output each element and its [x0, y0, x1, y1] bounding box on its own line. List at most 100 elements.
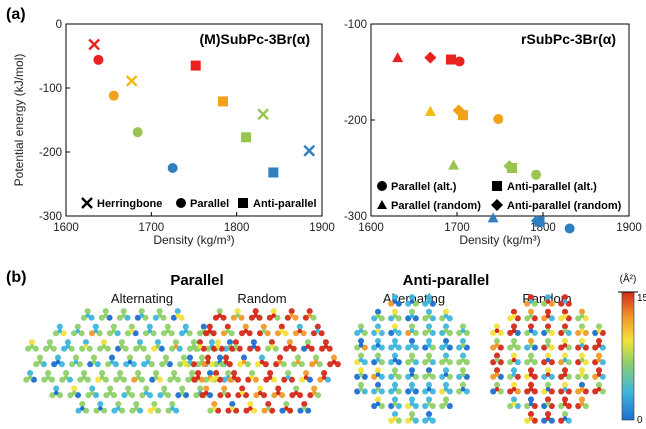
chart-title: rSubPc-3Br(α) — [521, 31, 616, 47]
molecule — [105, 354, 119, 368]
molecule — [309, 354, 323, 368]
data-point-circle — [132, 127, 143, 138]
legend-marker-square — [492, 181, 502, 191]
x-axis-label: Density (kg/m³) — [153, 233, 234, 247]
molecule — [524, 308, 538, 322]
molecule — [405, 294, 419, 307]
legend-marker-circle — [176, 198, 186, 208]
data-point-square — [241, 132, 252, 143]
molecule — [67, 385, 82, 399]
molecule — [284, 308, 299, 321]
molecule — [558, 308, 572, 322]
molecule — [490, 381, 504, 395]
y-tick-label: -100 — [39, 83, 62, 95]
molecule — [541, 381, 555, 395]
molecule — [558, 381, 572, 395]
molecule — [524, 381, 538, 395]
molecule — [255, 354, 269, 368]
molecule — [41, 370, 55, 383]
legend-label: Anti-parallel (random) — [507, 200, 622, 212]
molecule — [227, 370, 241, 383]
data-point-square — [190, 60, 201, 71]
molecule — [371, 396, 385, 410]
chart-rsubpc: rSubPc-3Br(α) 1600 1700 1800 1900-100-200-3… — [344, 19, 642, 247]
molecule — [439, 381, 453, 395]
data-point-triangle — [487, 212, 499, 223]
molecule — [302, 308, 317, 321]
legend-label: Parallel (alt.) — [391, 181, 457, 193]
molecule — [524, 337, 538, 351]
molecule — [371, 367, 385, 380]
molecule — [245, 370, 259, 383]
data-point-x — [257, 108, 269, 121]
data-point-triangle — [424, 105, 436, 116]
molecule — [159, 354, 173, 368]
molecule — [98, 308, 113, 321]
molecule — [422, 323, 436, 336]
molecule — [193, 339, 207, 352]
molecule — [541, 308, 555, 322]
molecule — [422, 308, 436, 322]
molecule — [592, 367, 606, 380]
molecule — [354, 352, 368, 366]
molecule — [388, 294, 402, 307]
molecule — [388, 411, 402, 424]
molecule — [439, 323, 453, 336]
molecule — [371, 323, 385, 336]
molecule — [490, 337, 504, 351]
molecule — [558, 367, 572, 380]
molecule — [558, 323, 572, 336]
molecule — [422, 337, 436, 351]
molecule — [261, 401, 276, 414]
data-point-square — [458, 110, 469, 121]
molecule — [524, 294, 538, 307]
molecule — [59, 370, 73, 383]
molecule — [575, 396, 589, 410]
legend-label: Parallel (random) — [391, 200, 481, 212]
molecule — [507, 337, 521, 351]
molecule — [85, 385, 100, 399]
molecule — [354, 337, 368, 351]
molecule — [116, 308, 131, 321]
data-point-x — [88, 38, 101, 51]
data-point-x — [125, 75, 138, 87]
molecule — [558, 396, 572, 410]
molecule — [95, 370, 109, 383]
molecule — [490, 352, 504, 366]
molecule — [230, 308, 245, 321]
molecule — [191, 370, 205, 383]
molecule — [149, 370, 163, 383]
molecule — [141, 354, 155, 368]
panel-a-label: (a) — [6, 6, 26, 23]
molecule — [575, 337, 589, 351]
molecule — [592, 337, 606, 351]
colorbar-unit: (Å²) — [620, 272, 637, 285]
molecule — [52, 323, 67, 337]
molecule — [274, 323, 289, 337]
molecule — [212, 308, 227, 321]
molecule — [87, 354, 101, 368]
molecule — [371, 381, 385, 395]
data-point-circle — [108, 90, 119, 101]
molecule — [165, 401, 180, 414]
y-tick-label: -200 — [39, 147, 62, 159]
molecule — [121, 385, 136, 399]
molecule — [196, 323, 211, 337]
molecule — [541, 337, 555, 351]
molecule — [422, 294, 436, 307]
molecule — [507, 381, 521, 395]
molecule — [310, 323, 325, 337]
molecule — [88, 323, 103, 337]
legend-marker-x — [81, 197, 93, 209]
x-tick-label: 1600 — [53, 222, 79, 234]
molecule — [592, 323, 606, 336]
data-point-circle — [93, 54, 104, 65]
data-point-square — [268, 167, 279, 178]
molecule — [541, 294, 555, 307]
molecule — [209, 370, 223, 383]
molecule — [292, 323, 307, 337]
molecule — [103, 385, 118, 399]
molecule — [217, 385, 232, 399]
data-point-square — [218, 96, 229, 107]
